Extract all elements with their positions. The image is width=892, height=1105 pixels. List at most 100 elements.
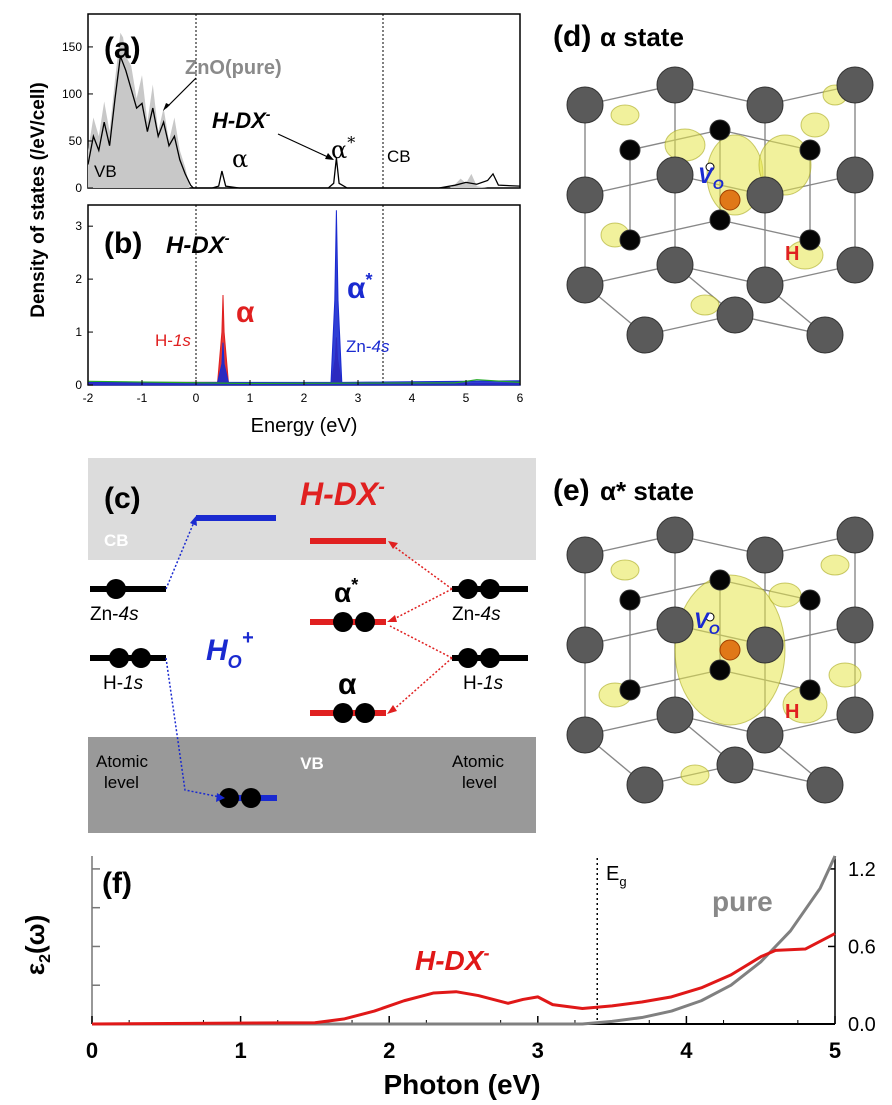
zinc-atom — [836, 66, 874, 104]
panel-b-title: H-DX- — [166, 230, 230, 259]
panel-a-label: (a) — [104, 32, 141, 65]
right-zn4s-label: Zn-4s — [452, 604, 501, 625]
zinc-atom — [566, 176, 604, 214]
panel-c-label: (c) — [104, 482, 141, 515]
vacancy-site — [705, 162, 715, 172]
zinc-atom — [626, 316, 664, 354]
x-tick-label: 2 — [301, 391, 308, 405]
series-area-0 — [88, 32, 520, 189]
electron-dot — [458, 648, 478, 668]
panel-b-label: (b) — [104, 227, 142, 260]
electron-dot — [131, 648, 151, 668]
zinc-atom — [746, 626, 784, 664]
legend-pure: ZnO(pure) — [185, 57, 282, 79]
zinc-atom — [656, 66, 694, 104]
y-tick-label: 100 — [62, 87, 82, 101]
y-tick-label: 3 — [75, 219, 82, 233]
arrowhead — [216, 793, 225, 802]
panel-b: 0 1 2 3 -2 -1 0 1 2 3 4 5 6 (b) H-DX- α H-1s α* Zn-… — [75, 204, 524, 437]
dos-ylabel: Density of states (/eV/cell) — [28, 82, 49, 317]
panel-d-vo: VO — [698, 163, 724, 192]
y-tick-label: 0 — [75, 378, 82, 392]
x-tick-label: 3 — [532, 1038, 544, 1063]
y-tick-label: 0.0 — [848, 1014, 876, 1036]
panel-f-label: (f) — [102, 867, 132, 900]
zinc-atom — [656, 606, 694, 644]
zinc-atom — [566, 716, 604, 754]
panel-b-alpha: α — [236, 296, 255, 329]
orbital-lobe — [610, 559, 640, 581]
zinc-atom — [746, 266, 784, 304]
electron-dot — [333, 703, 353, 723]
arrowhead — [388, 541, 398, 549]
panel-e: (e) α* state VO H — [553, 474, 874, 804]
zinc-atom — [806, 766, 844, 804]
y-tick-label: 150 — [62, 40, 82, 54]
panel-c-cb: CB — [104, 531, 129, 550]
electron-dot — [241, 788, 261, 808]
panel-b-alpha-star: α* — [347, 270, 372, 305]
series-line-1 — [87, 56, 521, 189]
arrowhead — [387, 705, 397, 714]
panel-c: (c) CB VB H-DX- HO+ Zn-4s H-1s Atomic le… — [88, 458, 536, 833]
oxygen-atom — [799, 139, 821, 161]
panel-e-label: (e) — [553, 474, 590, 507]
orbital-lobe — [828, 662, 862, 688]
panel-b-yticks: 0 1 2 3 — [75, 219, 93, 392]
electron-dot — [106, 579, 126, 599]
panel-c-alpha-star: α* — [334, 575, 358, 608]
panel-c-hdx-title: H-DX- — [300, 476, 385, 512]
electron-dot — [480, 579, 500, 599]
electron-dot — [219, 788, 239, 808]
panel-b-series — [87, 210, 521, 386]
orbital-lobe — [768, 582, 802, 608]
zinc-atom — [836, 516, 874, 554]
panel-b-xticks: -2 -1 0 1 2 3 4 5 6 — [83, 380, 524, 405]
panel-f-series — [91, 855, 837, 1026]
x-tick-label: 4 — [409, 391, 416, 405]
panel-b-h1s: H-1s — [155, 331, 191, 350]
panel-d-title: α state — [600, 22, 684, 52]
x-tick-label: 0 — [193, 391, 200, 405]
arrow-zn-to-cb-red — [391, 544, 453, 590]
y-tick-label: 0 — [75, 181, 82, 195]
x-tick-label: 6 — [517, 391, 524, 405]
electron-dot — [480, 648, 500, 668]
crystal-structure-alpha — [566, 66, 874, 354]
legend-hdx-arrow — [277, 133, 331, 159]
left-zn4s-label: Zn-4s — [90, 604, 139, 625]
zinc-atom — [566, 86, 604, 124]
arrow-h-to-alpha — [391, 657, 453, 712]
y-tick-label: 2 — [75, 272, 82, 286]
panel-e-title: α* state — [600, 476, 694, 506]
panel-a-series — [87, 32, 521, 189]
oxygen-atom — [619, 589, 641, 611]
oxygen-atom — [709, 569, 731, 591]
y-tick-label: 0.6 — [848, 936, 876, 958]
x-tick-label: 5 — [463, 391, 470, 405]
oxygen-atom — [619, 229, 641, 251]
crystal-structure-alpha-star — [566, 516, 874, 804]
orbital-lobe — [610, 104, 640, 126]
panel-f-hdx: H-DX- — [415, 943, 489, 976]
y-tick-label: 1 — [75, 325, 82, 339]
oxygen-atom — [619, 679, 641, 701]
panel-a-alpha: α — [232, 145, 248, 173]
panel-f-pure: pure — [712, 886, 773, 917]
panel-d-label: (d) — [553, 20, 591, 53]
oxygen-atom — [799, 589, 821, 611]
electron-dot — [355, 612, 375, 632]
panel-f-eg: Eg — [606, 863, 627, 889]
zinc-atom — [566, 536, 604, 574]
series-area-1 — [87, 210, 521, 386]
panel-c-alpha: α — [338, 668, 357, 701]
zinc-atom — [836, 696, 874, 734]
oxygen-atom — [709, 659, 731, 681]
orbital-lobe — [664, 128, 706, 162]
hydrogen-atom — [719, 189, 741, 211]
electron-dot — [333, 612, 353, 632]
x-tick-label: 4 — [680, 1038, 693, 1063]
oxygen-atom — [709, 119, 731, 141]
arrow-zn-to-alpha-star — [391, 588, 453, 621]
